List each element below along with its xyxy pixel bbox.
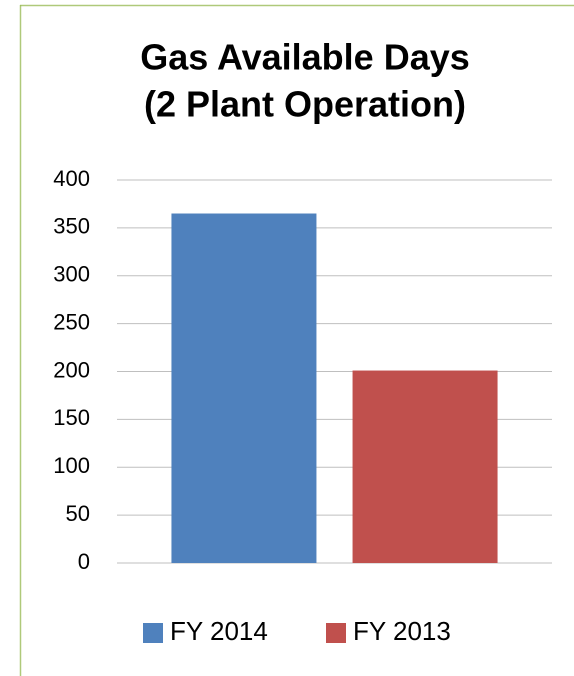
bar	[171, 213, 317, 563]
y-tick-label: 350	[53, 214, 90, 239]
y-tick-label: 100	[53, 453, 90, 478]
legend-swatch	[143, 623, 163, 643]
y-tick-label: 250	[53, 309, 90, 334]
y-tick-label: 400	[53, 166, 90, 191]
legend-swatch	[326, 623, 346, 643]
bar	[352, 370, 498, 563]
y-tick-label: 200	[53, 357, 90, 382]
legend-label: FY 2014	[170, 616, 268, 646]
y-tick-label: 50	[66, 501, 90, 526]
y-tick-label: 150	[53, 405, 90, 430]
y-tick-label: 300	[53, 262, 90, 287]
y-tick-label: 0	[78, 549, 90, 574]
legend-label: FY 2013	[353, 616, 451, 646]
chart-title: Gas Available Days	[140, 37, 470, 78]
chart-title: (2 Plant Operation)	[144, 84, 466, 125]
